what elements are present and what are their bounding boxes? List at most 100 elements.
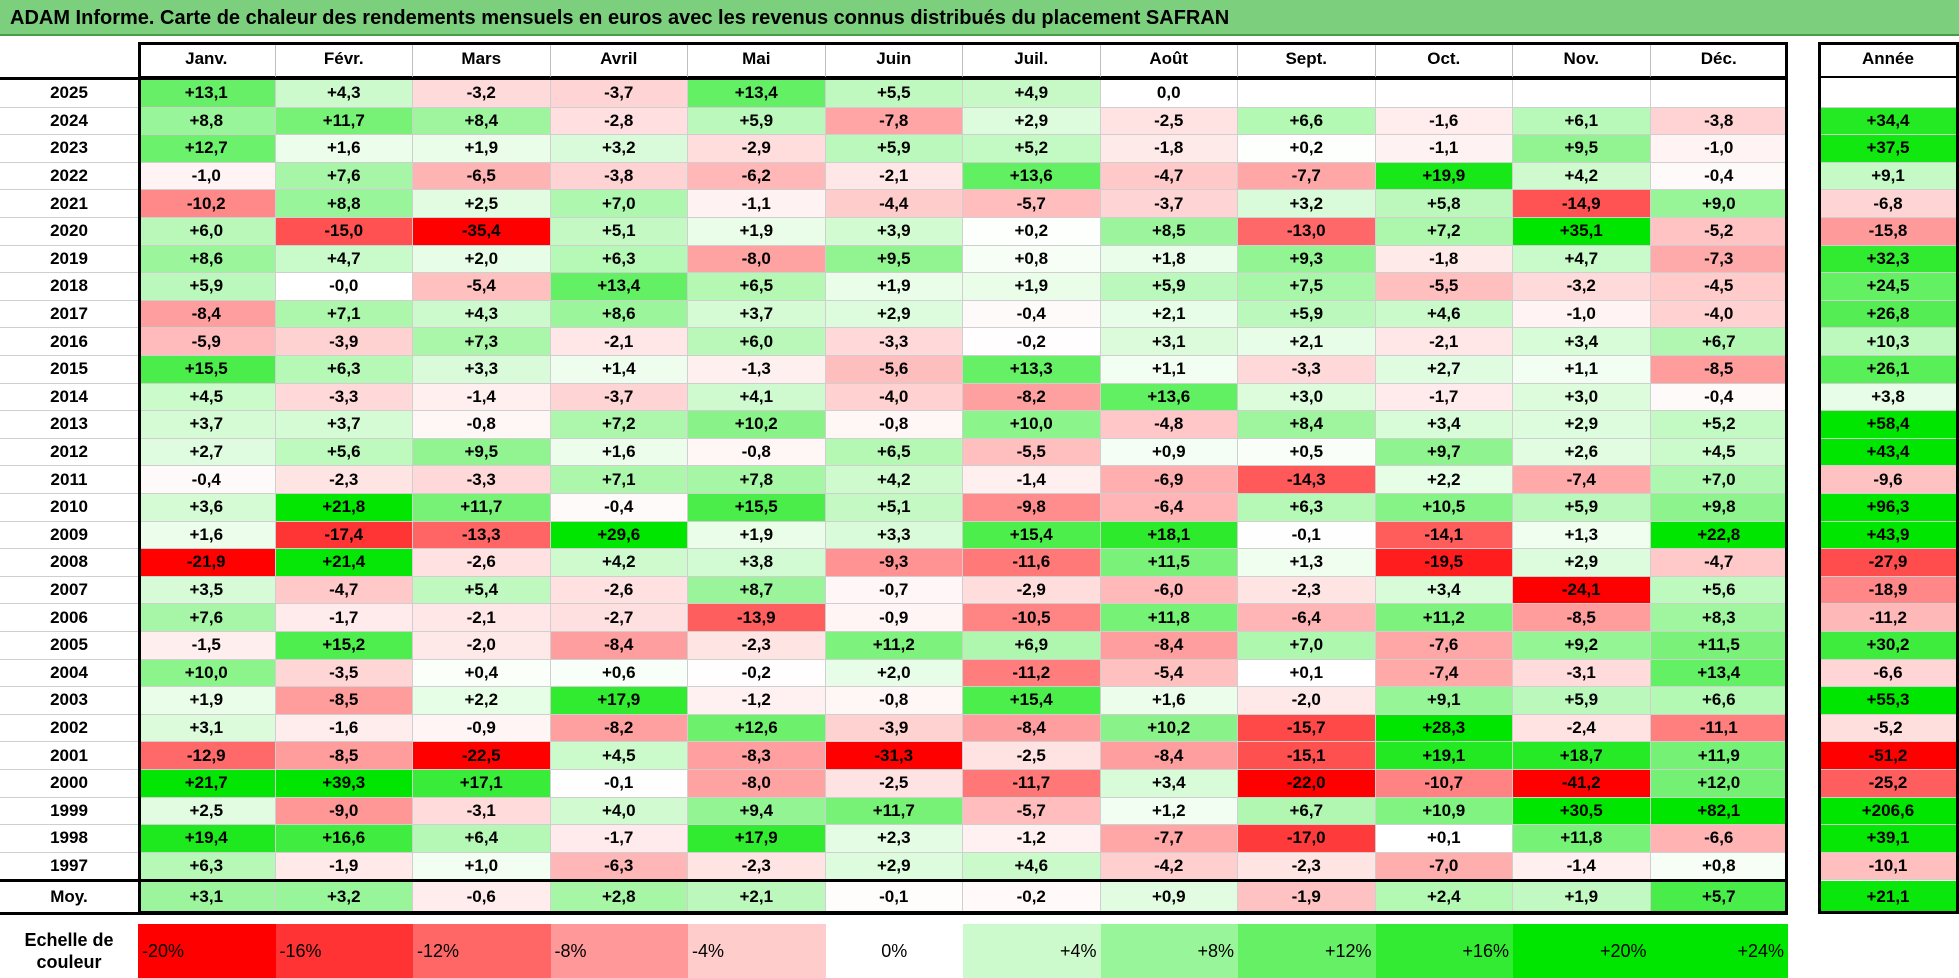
annual-cell: +55,3 <box>1818 687 1959 715</box>
heatmap-cell: -41,2 <box>1513 770 1651 798</box>
heatmap-cell: -5,7 <box>963 797 1101 826</box>
heatmap-cell: +7,5 <box>1238 273 1376 301</box>
heatmap-cell: -0,2 <box>688 659 826 688</box>
heatmap-cell: +8,7 <box>688 576 826 605</box>
heatmap-cell: -15,0 <box>275 218 413 246</box>
heatmap-cell: -13,9 <box>688 604 826 632</box>
heatmap-cell: -8,5 <box>1650 356 1788 384</box>
heatmap-cell: -2,5 <box>1100 107 1238 136</box>
heatmap-cell: +22,8 <box>1650 521 1788 550</box>
heatmap-cell: -3,3 <box>825 328 963 356</box>
heatmap-cell: -1,0 <box>1650 135 1788 163</box>
heatmap-cell: -2,1 <box>413 604 551 632</box>
year-label: 2014 <box>0 383 138 412</box>
heatmap-cell: -10,5 <box>963 604 1101 632</box>
heatmap-cell: +28,3 <box>1375 714 1513 743</box>
heatmap-cell: +2,9 <box>825 852 963 881</box>
heatmap-cell: +5,1 <box>825 494 963 522</box>
year-label: 2017 <box>0 300 138 329</box>
heatmap-cell: -9,0 <box>275 797 413 826</box>
heatmap-cell: +2,2 <box>1375 466 1513 494</box>
year-label: 2002 <box>0 714 138 743</box>
heatmap-cell: +1,6 <box>138 521 276 550</box>
heatmap-cell: -22,5 <box>413 742 551 770</box>
heatmap-cell: -5,5 <box>1375 273 1513 301</box>
heatmap-cell: -19,5 <box>1375 549 1513 577</box>
heatmap-cell: +5,9 <box>1513 687 1651 715</box>
annual-cell: +10,3 <box>1818 328 1959 356</box>
heatmap-cell: +1,9 <box>825 273 963 301</box>
year-label: 2009 <box>0 521 138 550</box>
heatmap-cell: -4,0 <box>825 383 963 412</box>
heatmap-cell: -8,4 <box>550 632 688 660</box>
heatmap-cell: -8,5 <box>275 687 413 715</box>
heatmap-cell: +3,9 <box>825 218 963 246</box>
month-header: Mars <box>413 42 551 78</box>
heatmap-cell: -1,1 <box>688 190 826 218</box>
annual-cell: -18,9 <box>1818 576 1959 605</box>
heatmap-cell: +9,5 <box>1513 135 1651 163</box>
annual-cell: -27,9 <box>1818 549 1959 577</box>
heatmap-cell: +9,1 <box>1375 687 1513 715</box>
heatmap-cell: +4,3 <box>413 300 551 329</box>
heatmap-cell: -4,5 <box>1650 273 1788 301</box>
heatmap-cell: +2,6 <box>1513 438 1651 467</box>
heatmap-cell: -11,6 <box>963 549 1101 577</box>
heatmap-cell: +30,5 <box>1513 797 1651 826</box>
heatmap-cell: -8,4 <box>1100 742 1238 770</box>
heatmap-cell: -3,3 <box>1238 356 1376 384</box>
heatmap-cell: +11,2 <box>825 632 963 660</box>
heatmap-cell: +3,4 <box>1375 576 1513 605</box>
month-header: Nov. <box>1513 42 1651 78</box>
heatmap-cell: -3,8 <box>1650 107 1788 136</box>
heatmap-cell: +5,8 <box>1375 190 1513 218</box>
heatmap-cell: -1,4 <box>413 383 551 412</box>
heatmap-cell: -2,3 <box>688 632 826 660</box>
month-header: Janv. <box>138 42 276 78</box>
year-label: 2003 <box>0 687 138 715</box>
heatmap-cell: +1,9 <box>688 521 826 550</box>
heatmap-cell: -3,2 <box>413 80 551 108</box>
heatmap-cell: +17,9 <box>688 825 826 853</box>
annual-cell: +9,1 <box>1818 162 1959 191</box>
heatmap-cell: +0,2 <box>963 218 1101 246</box>
heatmap-cell: +12,7 <box>138 135 276 163</box>
average-bottom-line <box>0 912 1788 915</box>
heatmap-cell: +2,7 <box>1375 356 1513 384</box>
annual-cell: -6,6 <box>1818 659 1959 688</box>
heatmap-cell: -9,3 <box>825 549 963 577</box>
heatmap-cell: +2,5 <box>138 797 276 826</box>
month-header: Févr. <box>275 42 413 78</box>
heatmap-cell: +0,2 <box>1238 135 1376 163</box>
heatmap-cell: -3,7 <box>550 80 688 108</box>
year-label: 1997 <box>0 852 138 881</box>
heatmap-cell: -1,7 <box>550 825 688 853</box>
heatmap-cell: -3,5 <box>275 659 413 688</box>
heatmap-cell: -8,2 <box>963 383 1101 412</box>
color-scale-swatch: -12% <box>413 924 551 978</box>
heatmap-cell: +3,1 <box>1100 328 1238 356</box>
annual-header: Année <box>1818 42 1959 78</box>
heatmap-cell: -1,4 <box>963 466 1101 494</box>
heatmap-cell: +9,4 <box>688 797 826 826</box>
heatmap-cell: +3,3 <box>825 521 963 550</box>
year-label: 2005 <box>0 632 138 660</box>
heatmap-cell: +1,3 <box>1513 521 1651 550</box>
heatmap-cell: -1,8 <box>1375 245 1513 274</box>
heatmap-cell: -17,0 <box>1238 825 1376 853</box>
heatmap-cell: +3,8 <box>688 549 826 577</box>
heatmap-cell: +8,8 <box>275 190 413 218</box>
heatmap-cell: -1,7 <box>1375 383 1513 412</box>
year-label: 2007 <box>0 576 138 605</box>
heatmap-cell: -8,2 <box>550 714 688 743</box>
heatmap-cell: -1,5 <box>138 632 276 660</box>
heatmap-cell: -5,6 <box>825 356 963 384</box>
heatmap-cell: -3,9 <box>275 328 413 356</box>
heatmap-cell: -0,9 <box>825 604 963 632</box>
heatmap-cell: +1,9 <box>688 218 826 246</box>
heatmap-cell: +1,6 <box>275 135 413 163</box>
heatmap-cell: +5,9 <box>1238 300 1376 329</box>
heatmap-cell: +4,2 <box>825 466 963 494</box>
heatmap-cell: +3,2 <box>550 135 688 163</box>
heatmap-cell: -1,0 <box>1513 300 1651 329</box>
